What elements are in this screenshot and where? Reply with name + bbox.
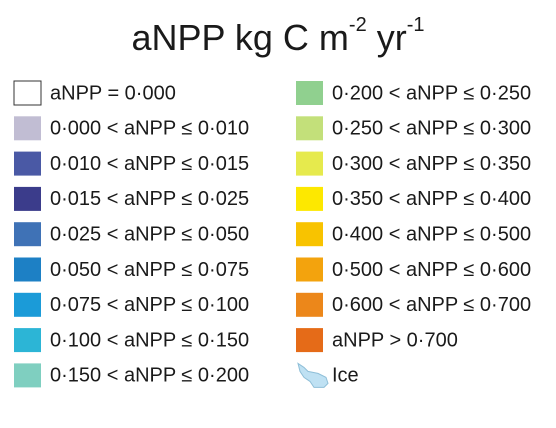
legend-label: 0·400 < aNPP ≤ 0·500: [332, 223, 531, 245]
title-text: aNPP kg C m: [132, 17, 349, 58]
legend-title: aNPP kg C m-2 yr-1: [132, 14, 425, 57]
swatch: [14, 257, 41, 282]
legend-label: aNPP = 0·000: [50, 82, 176, 104]
legend-label: 0·500 < aNPP ≤ 0·600: [332, 259, 531, 281]
swatch: [296, 186, 323, 211]
legend-label: aNPP > 0·700: [332, 329, 458, 351]
swatch: [296, 81, 323, 105]
swatch: [296, 257, 323, 282]
swatch: [296, 222, 323, 247]
legend-label: 0·000 < aNPP ≤ 0·010: [50, 118, 249, 140]
legend-label: 0·010 < aNPP ≤ 0·015: [50, 153, 249, 175]
legend-label: 0·100 < aNPP ≤ 0·150: [50, 329, 249, 351]
swatch: [296, 328, 323, 353]
legend-label: 0·075 < aNPP ≤ 0·100: [50, 294, 249, 316]
swatch: [14, 151, 41, 176]
legend-label: 0·015 < aNPP ≤ 0·025: [50, 188, 249, 210]
legend-label: 0·350 < aNPP ≤ 0·400: [332, 188, 531, 210]
legend-label: 0·150 < aNPP ≤ 0·200: [50, 365, 249, 387]
legend-label: 0·050 < aNPP ≤ 0·075: [50, 259, 249, 281]
legend-label: 0·200 < aNPP ≤ 0·250: [332, 82, 531, 104]
swatch: [296, 292, 323, 317]
swatch: [14, 186, 41, 211]
swatch: [14, 222, 41, 247]
title-exponent: -1: [407, 14, 425, 36]
legend-label: Ice: [332, 365, 359, 387]
swatch: [14, 363, 41, 388]
legend-label: 0·300 < aNPP ≤ 0·350: [332, 153, 531, 175]
legend-label: 0·600 < aNPP ≤ 0·700: [332, 294, 531, 316]
swatch: [296, 116, 323, 141]
swatch: [13, 80, 42, 106]
ice-icon: [297, 362, 329, 388]
swatch: [14, 328, 41, 353]
swatch: [14, 116, 41, 141]
legend-label: 0·250 < aNPP ≤ 0·300: [332, 118, 531, 140]
title-exponent: -2: [349, 14, 367, 36]
legend-label: 0·025 < aNPP ≤ 0·050: [50, 223, 249, 245]
title-text: yr: [367, 17, 407, 58]
swatch: [14, 292, 41, 317]
swatch: [296, 151, 323, 176]
